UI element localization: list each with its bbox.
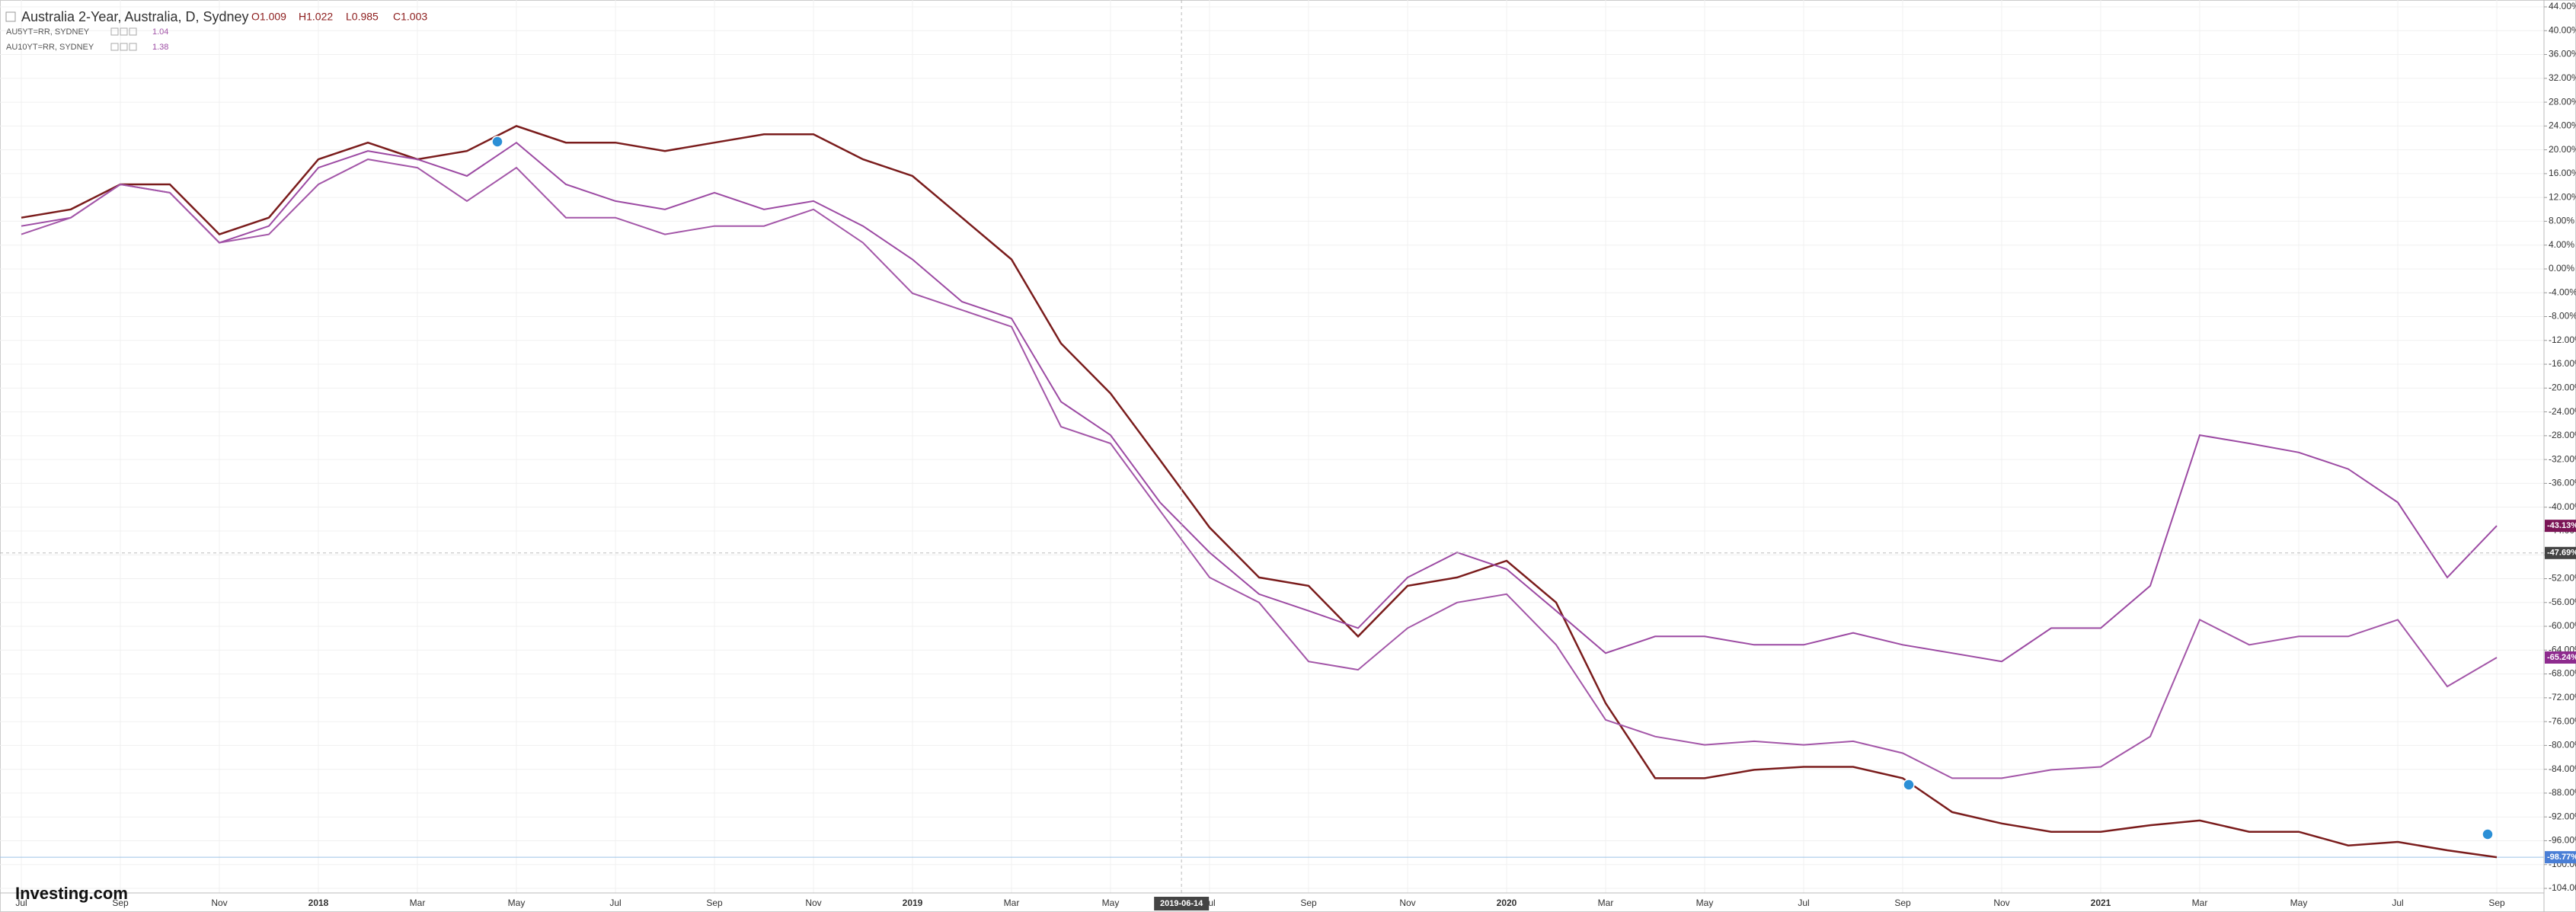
- y-tick-label: -36.00%: [2549, 478, 2576, 488]
- ohlc-value: O1.009: [251, 11, 286, 23]
- ohlc-value: L0.985: [346, 11, 379, 23]
- x-tick-label: Sep: [112, 898, 129, 908]
- series-line: [21, 158, 2498, 779]
- plot: [21, 125, 2498, 859]
- y-tick-label: -32.00%: [2549, 453, 2576, 464]
- legend-icon: [110, 43, 119, 51]
- y-tick-label: -92.00%: [2549, 811, 2576, 821]
- event-marker: [1903, 779, 1915, 791]
- x-tick-label: Jul: [1798, 898, 1809, 908]
- x-tick-label: 2021: [2091, 898, 2111, 908]
- series-line: [21, 141, 2498, 663]
- y-tick-label: -40.00%: [2549, 501, 2576, 512]
- legend-icon: [129, 27, 137, 36]
- y-tick-label: 12.00%: [2549, 191, 2576, 202]
- x-tick-label: Sep: [706, 898, 723, 908]
- last-value-label: -43.13%: [2547, 521, 2576, 530]
- y-tick-label: -80.00%: [2549, 740, 2576, 750]
- x-tick-label: Mar: [1598, 898, 1614, 908]
- x-tick-label: May: [2290, 898, 2308, 908]
- x-tick-label: Mar: [410, 898, 426, 908]
- x-tick-label: Sep: [2488, 898, 2505, 908]
- x-tick-label: 2019: [903, 898, 923, 908]
- y-tick-label: 16.00%: [2549, 168, 2576, 178]
- y-tick-label: -24.00%: [2549, 406, 2576, 417]
- y-tick-label: 0.00%: [2549, 263, 2574, 274]
- y-tick-label: -56.00%: [2549, 597, 2576, 607]
- x-tick-label: Mar: [2192, 898, 2208, 908]
- legend-value: 1.04: [152, 27, 168, 37]
- last-value-badge: [2545, 851, 2576, 864]
- x-tick-label: Sep: [1300, 898, 1317, 908]
- y-tick-label: -12.00%: [2549, 334, 2576, 345]
- last-value-label: -65.24%: [2547, 653, 2576, 662]
- y-tick-label: 4.00%: [2549, 239, 2574, 250]
- y-tick-label: 24.00%: [2549, 120, 2576, 131]
- y-tick-label: -16.00%: [2549, 358, 2576, 369]
- legend-icon: [129, 43, 137, 51]
- y-tick-label: -104.00%: [2549, 882, 2576, 893]
- y-tick-label: -52.00%: [2549, 573, 2576, 584]
- x-tick-label: Nov: [1993, 898, 2009, 908]
- event-marker: [491, 136, 503, 148]
- x-tick-label: Jul: [2392, 898, 2403, 908]
- chart-title: Australia 2-Year, Australia, D, Sydney: [21, 9, 249, 24]
- crosshair-x-badge: [1154, 897, 1210, 910]
- y-tick-label: 32.00%: [2549, 72, 2576, 83]
- y-tick-label: -28.00%: [2549, 430, 2576, 440]
- legend-entry: AU10YT=RR, SYDNEY: [6, 43, 94, 52]
- y-tick-label: 44.00%: [2549, 1, 2576, 11]
- collapse-icon[interactable]: [5, 11, 16, 22]
- x-tick-label: Sep: [1894, 898, 1911, 908]
- series-line: [21, 125, 2498, 859]
- last-value-label: -98.77%: [2547, 853, 2576, 862]
- x-tick-label: Mar: [1004, 898, 1020, 908]
- y-tick-label: 40.00%: [2549, 24, 2576, 35]
- y-tick-label: -96.00%: [2549, 835, 2576, 846]
- y-tick-label: 28.00%: [2549, 96, 2576, 107]
- y-tick-label: 36.00%: [2549, 49, 2576, 59]
- x-tick-label: Nov: [805, 898, 821, 908]
- y-tick-label: -68.00%: [2549, 668, 2576, 679]
- logo: Investing.com: [15, 884, 128, 903]
- legend-value: 1.38: [152, 43, 168, 52]
- y-tick-label: -4.00%: [2549, 286, 2576, 297]
- x-tick-label: Jul: [15, 898, 27, 908]
- ohlc-value: C1.003: [393, 11, 427, 23]
- x-tick-label: 2020: [1497, 898, 1517, 908]
- crosshair-y-badge: [2545, 546, 2576, 559]
- x-tick-label: May: [1102, 898, 1120, 908]
- grid: [0, 0, 2544, 893]
- last-value-badge: [2545, 651, 2576, 664]
- x-tick-label: Jul: [609, 898, 621, 908]
- legend-entry: AU5YT=RR, SYDNEY: [6, 27, 90, 37]
- event-marker: [2482, 828, 2494, 840]
- y-tick-label: -84.00%: [2549, 763, 2576, 774]
- x-tick-label: Nov: [1399, 898, 1415, 908]
- y-tick-label: -88.00%: [2549, 787, 2576, 798]
- x-tick-label: 2018: [308, 898, 329, 908]
- y-tick-label: -72.00%: [2549, 692, 2576, 702]
- legend-icon: [120, 43, 128, 51]
- y-tick-label: -60.00%: [2549, 620, 2576, 631]
- y-tick-label: -8.00%: [2549, 311, 2576, 322]
- x-tick-label: May: [1696, 898, 1714, 908]
- crosshair-y-label: -47.69%: [2547, 549, 2576, 558]
- x-tick-label: May: [508, 898, 526, 908]
- ohlc-value: H1.022: [299, 11, 333, 23]
- legend-icon: [110, 27, 119, 36]
- y-tick-label: -20.00%: [2549, 382, 2576, 392]
- x-tick-label: Nov: [211, 898, 227, 908]
- legend-icon: [120, 27, 128, 36]
- y-tick-label: 8.00%: [2549, 216, 2574, 226]
- y-tick-label: -76.00%: [2549, 715, 2576, 726]
- last-value-badge: [2545, 520, 2576, 533]
- y-tick-label: 20.00%: [2549, 144, 2576, 155]
- crosshair-x-label: 2019-06-14: [1160, 899, 1203, 908]
